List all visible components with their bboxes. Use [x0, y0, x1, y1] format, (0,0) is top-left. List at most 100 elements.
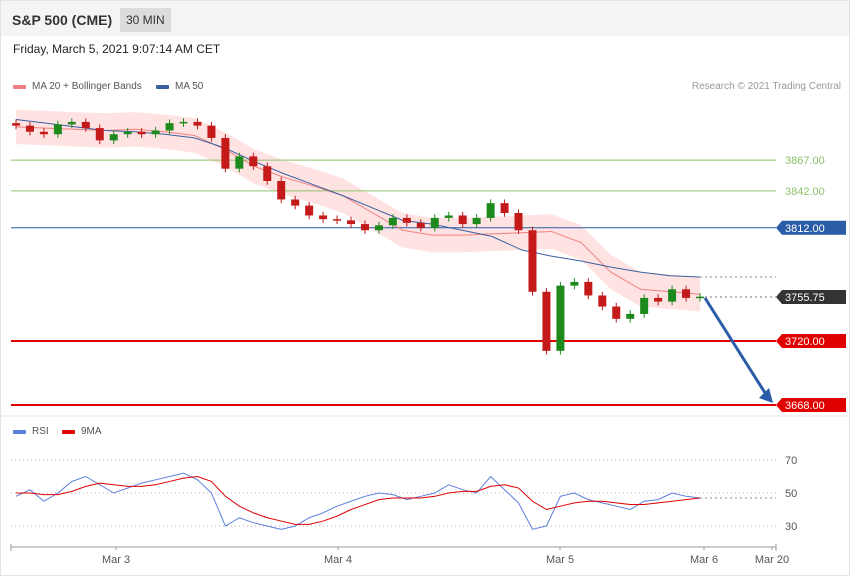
candle-body [584, 281, 593, 296]
candle-body [542, 291, 551, 351]
ma20-label: MA 20 + Bollinger Bands [32, 81, 142, 92]
candle-body [53, 124, 62, 135]
candle-body [416, 222, 425, 228]
ma9-swatch [62, 429, 75, 434]
candle-body [221, 137, 230, 169]
candle-body [668, 289, 677, 302]
candle-body [444, 215, 453, 218]
candle-body [151, 130, 160, 135]
price-tag [776, 290, 846, 304]
candle-body [640, 297, 649, 314]
rsi-tick-label: 30 [785, 521, 797, 533]
ma9-label: 9MA [81, 426, 102, 437]
candle-body [25, 125, 34, 132]
candle-body [388, 217, 397, 226]
candle-body [458, 215, 467, 225]
price-tag-label: 3720.00 [785, 336, 825, 348]
price-tag-label: 3867.00 [785, 155, 825, 167]
candle-body [249, 156, 258, 167]
ma20-swatch [13, 84, 26, 89]
legend-9ma: 9MA [62, 426, 102, 437]
candle-body [235, 156, 244, 169]
forecast-arrow-head [759, 388, 773, 403]
candle-body [472, 217, 481, 225]
price-tag-label: 3755.75 [785, 292, 825, 304]
price-tag-label: 3842.00 [785, 186, 825, 198]
candle-body [165, 123, 174, 131]
level-lines: 3867.00 3842.00 3812.00 3755.75 3720.00 3668.… [11, 155, 846, 412]
price-tag [776, 334, 846, 348]
rsi-line [15, 472, 701, 530]
candle-body [137, 131, 146, 135]
candle-body [291, 199, 300, 206]
forecast-arrow [703, 297, 773, 403]
candle-body [207, 125, 216, 138]
candlesticks [12, 118, 704, 355]
candle-body [682, 289, 691, 298]
legend-ma20: MA 20 + Bollinger Bands [13, 81, 142, 92]
candle-body [654, 297, 663, 302]
candle-body [612, 306, 621, 319]
candle-body [39, 131, 48, 135]
x-tick-label: Mar 4 [324, 554, 352, 566]
candle-body [81, 121, 90, 129]
price-tag-label: 3812.00 [785, 223, 825, 235]
rsi-tick-label: 70 [785, 455, 797, 467]
legend-ma50: MA 50 [156, 81, 203, 92]
timestamp: Friday, March 5, 2021 9:07:14 AM CET [13, 42, 221, 56]
price-tag [776, 398, 846, 412]
rsi-label: RSI [32, 426, 49, 437]
candle-body [305, 205, 314, 216]
x-tick-label: Mar 5 [546, 554, 574, 566]
bollinger-bands [16, 109, 700, 312]
rsi-tick-label: 50 [785, 488, 797, 500]
moving-averages [15, 118, 701, 295]
price-tag [776, 220, 846, 235]
bollinger-band-area [16, 109, 700, 312]
price-tag-label: 3668.00 [785, 400, 825, 412]
candle-body [696, 296, 704, 299]
candle-body [333, 219, 342, 221]
header-bar: S&P 500 (CME) 30 MIN [1, 1, 849, 36]
ma50-swatch [156, 84, 169, 89]
ma50-line [15, 118, 701, 278]
legend-rsi: RSI [13, 426, 49, 437]
candle-body [319, 215, 328, 220]
candle-body [570, 281, 579, 286]
x-axis: Mar 3 Mar 4 Mar 5 Mar 6 Mar 20 [10, 544, 789, 566]
candle-body [514, 213, 523, 231]
candle-body [95, 128, 104, 141]
ma20-line [15, 126, 701, 295]
candle-body [598, 295, 607, 307]
candle-body [500, 203, 509, 213]
candle-body [486, 203, 495, 218]
rsi-9ma-line [16, 475, 701, 525]
candle-body [374, 225, 383, 231]
candle-body [556, 285, 565, 351]
instrument-title: S&P 500 (CME) [12, 12, 113, 28]
candle-body [179, 121, 188, 124]
candle-body [12, 123, 20, 126]
x-tick-label: Mar 20 [755, 554, 789, 566]
candle-body [430, 217, 439, 228]
candle-body [528, 230, 537, 292]
forecast-arrow-shaft [703, 297, 769, 397]
candle-body [347, 220, 356, 225]
candle-body [193, 121, 202, 126]
candle-body [402, 217, 411, 223]
x-tick-label: Mar 6 [690, 554, 718, 566]
candle-body [67, 121, 76, 125]
rsi-pane: 70 50 30 [11, 455, 797, 533]
candle-body [360, 224, 369, 231]
candle-body [277, 181, 286, 200]
candle-body [626, 313, 635, 319]
timeframe-badge[interactable]: 30 MIN [120, 8, 171, 32]
ma50-label: MA 50 [175, 81, 204, 92]
candle-body [263, 166, 272, 181]
candle-body [123, 131, 132, 135]
rsi-swatch [13, 429, 26, 434]
research-credit: Research © 2021 Trading Central [691, 81, 841, 92]
candle-body [109, 134, 118, 141]
x-tick-label: Mar 3 [102, 554, 130, 566]
